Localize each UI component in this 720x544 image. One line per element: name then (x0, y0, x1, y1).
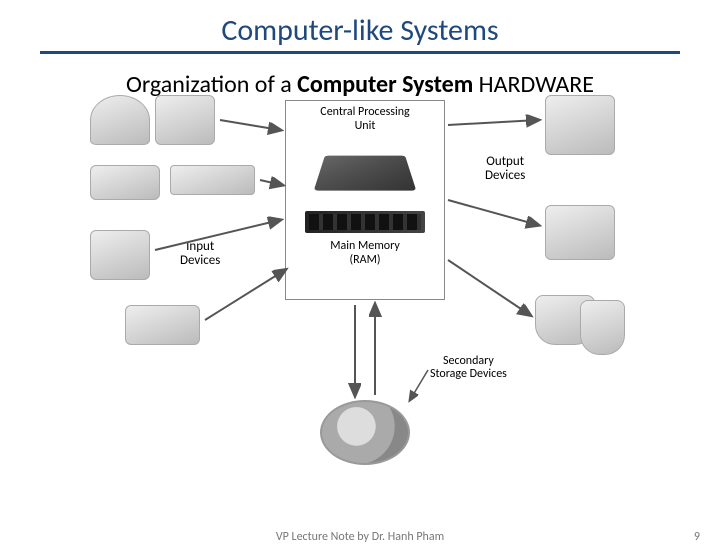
secondary-storage-label: Secondary Storage Devices (430, 355, 507, 381)
keyboard-icon (170, 165, 255, 195)
slide-subtitle: Organization of a Computer System HARDWA… (0, 70, 720, 99)
hardware-diagram: Central Processing Unit Main Memory (RAM… (90, 100, 630, 490)
monitor-icon (545, 95, 615, 155)
joystick-icon (155, 95, 215, 145)
ram-label: Main Memory (RAM) (286, 239, 444, 267)
printer-icon (545, 205, 615, 260)
cpu-label: Central Processing Unit (286, 105, 444, 133)
slide-title: Computer-like Systems (0, 12, 720, 49)
input-devices-label: Input Devices (180, 240, 220, 269)
camera-icon (90, 230, 150, 280)
footer-note: VP Lecture Note by Dr. Hanh Pham (276, 530, 444, 544)
webcam-icon (90, 95, 150, 145)
speakers-icon-2 (580, 300, 625, 355)
subtitle-bold: Computer System (297, 70, 473, 99)
title-underline (40, 51, 680, 54)
page-number: 9 (694, 530, 700, 544)
scanner-icon (90, 165, 160, 200)
hard-disk-icon (320, 400, 410, 465)
ram-stick-icon (305, 211, 425, 233)
cpu-chip-icon (314, 156, 417, 191)
output-devices-label: Output Devices (485, 155, 525, 184)
cpu-memory-box: Central Processing Unit Main Memory (RAM… (285, 100, 445, 300)
title-bar: Computer-like Systems (0, 0, 720, 60)
tablet-icon (125, 305, 200, 345)
